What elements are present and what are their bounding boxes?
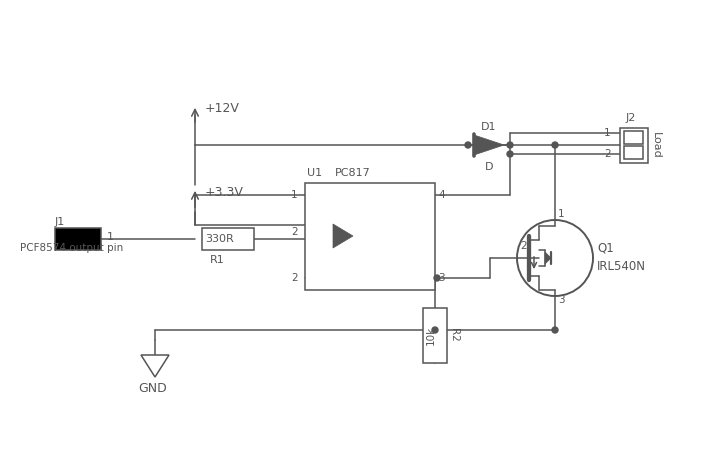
Polygon shape	[333, 224, 353, 248]
Text: 2: 2	[520, 241, 526, 251]
Circle shape	[552, 142, 558, 148]
Text: D: D	[485, 162, 494, 172]
Text: 2: 2	[291, 227, 298, 237]
Polygon shape	[474, 135, 504, 155]
Text: 10k: 10k	[426, 325, 436, 345]
Text: GND: GND	[138, 382, 167, 395]
Text: 3: 3	[438, 273, 444, 283]
Polygon shape	[141, 355, 169, 377]
Bar	[423, 308, 447, 363]
Text: 3: 3	[558, 295, 564, 305]
Circle shape	[434, 275, 440, 281]
Text: IRL540N: IRL540N	[597, 260, 646, 273]
Circle shape	[552, 327, 558, 333]
Text: 330R: 330R	[205, 234, 234, 244]
Bar	[305, 183, 435, 290]
Text: PCF8574 output pin: PCF8574 output pin	[20, 243, 124, 253]
Text: J1: J1	[55, 217, 65, 227]
Bar	[55, 228, 101, 250]
Text: 4: 4	[438, 190, 444, 200]
Text: +12V: +12V	[205, 101, 240, 115]
Text: U1: U1	[307, 168, 322, 178]
Text: 1: 1	[107, 232, 114, 242]
Circle shape	[507, 151, 513, 157]
Bar	[202, 228, 254, 250]
Text: 2: 2	[604, 149, 611, 159]
Bar	[624, 131, 643, 144]
Bar	[620, 128, 648, 163]
Text: 1: 1	[604, 128, 611, 138]
Circle shape	[432, 327, 438, 333]
Text: 1: 1	[558, 209, 564, 219]
Bar	[624, 146, 643, 159]
Text: R1: R1	[210, 255, 225, 265]
Text: 2: 2	[291, 273, 298, 283]
Text: R2: R2	[449, 328, 459, 342]
Text: Q1: Q1	[597, 241, 614, 255]
Text: PC817: PC817	[335, 168, 371, 178]
Circle shape	[507, 142, 513, 148]
Polygon shape	[545, 252, 551, 264]
Text: 1: 1	[291, 190, 298, 200]
Circle shape	[465, 142, 471, 148]
Text: +3.3V: +3.3V	[205, 185, 244, 198]
Text: Load: Load	[651, 132, 661, 159]
Text: J2: J2	[626, 113, 637, 123]
Text: D1: D1	[482, 122, 497, 132]
